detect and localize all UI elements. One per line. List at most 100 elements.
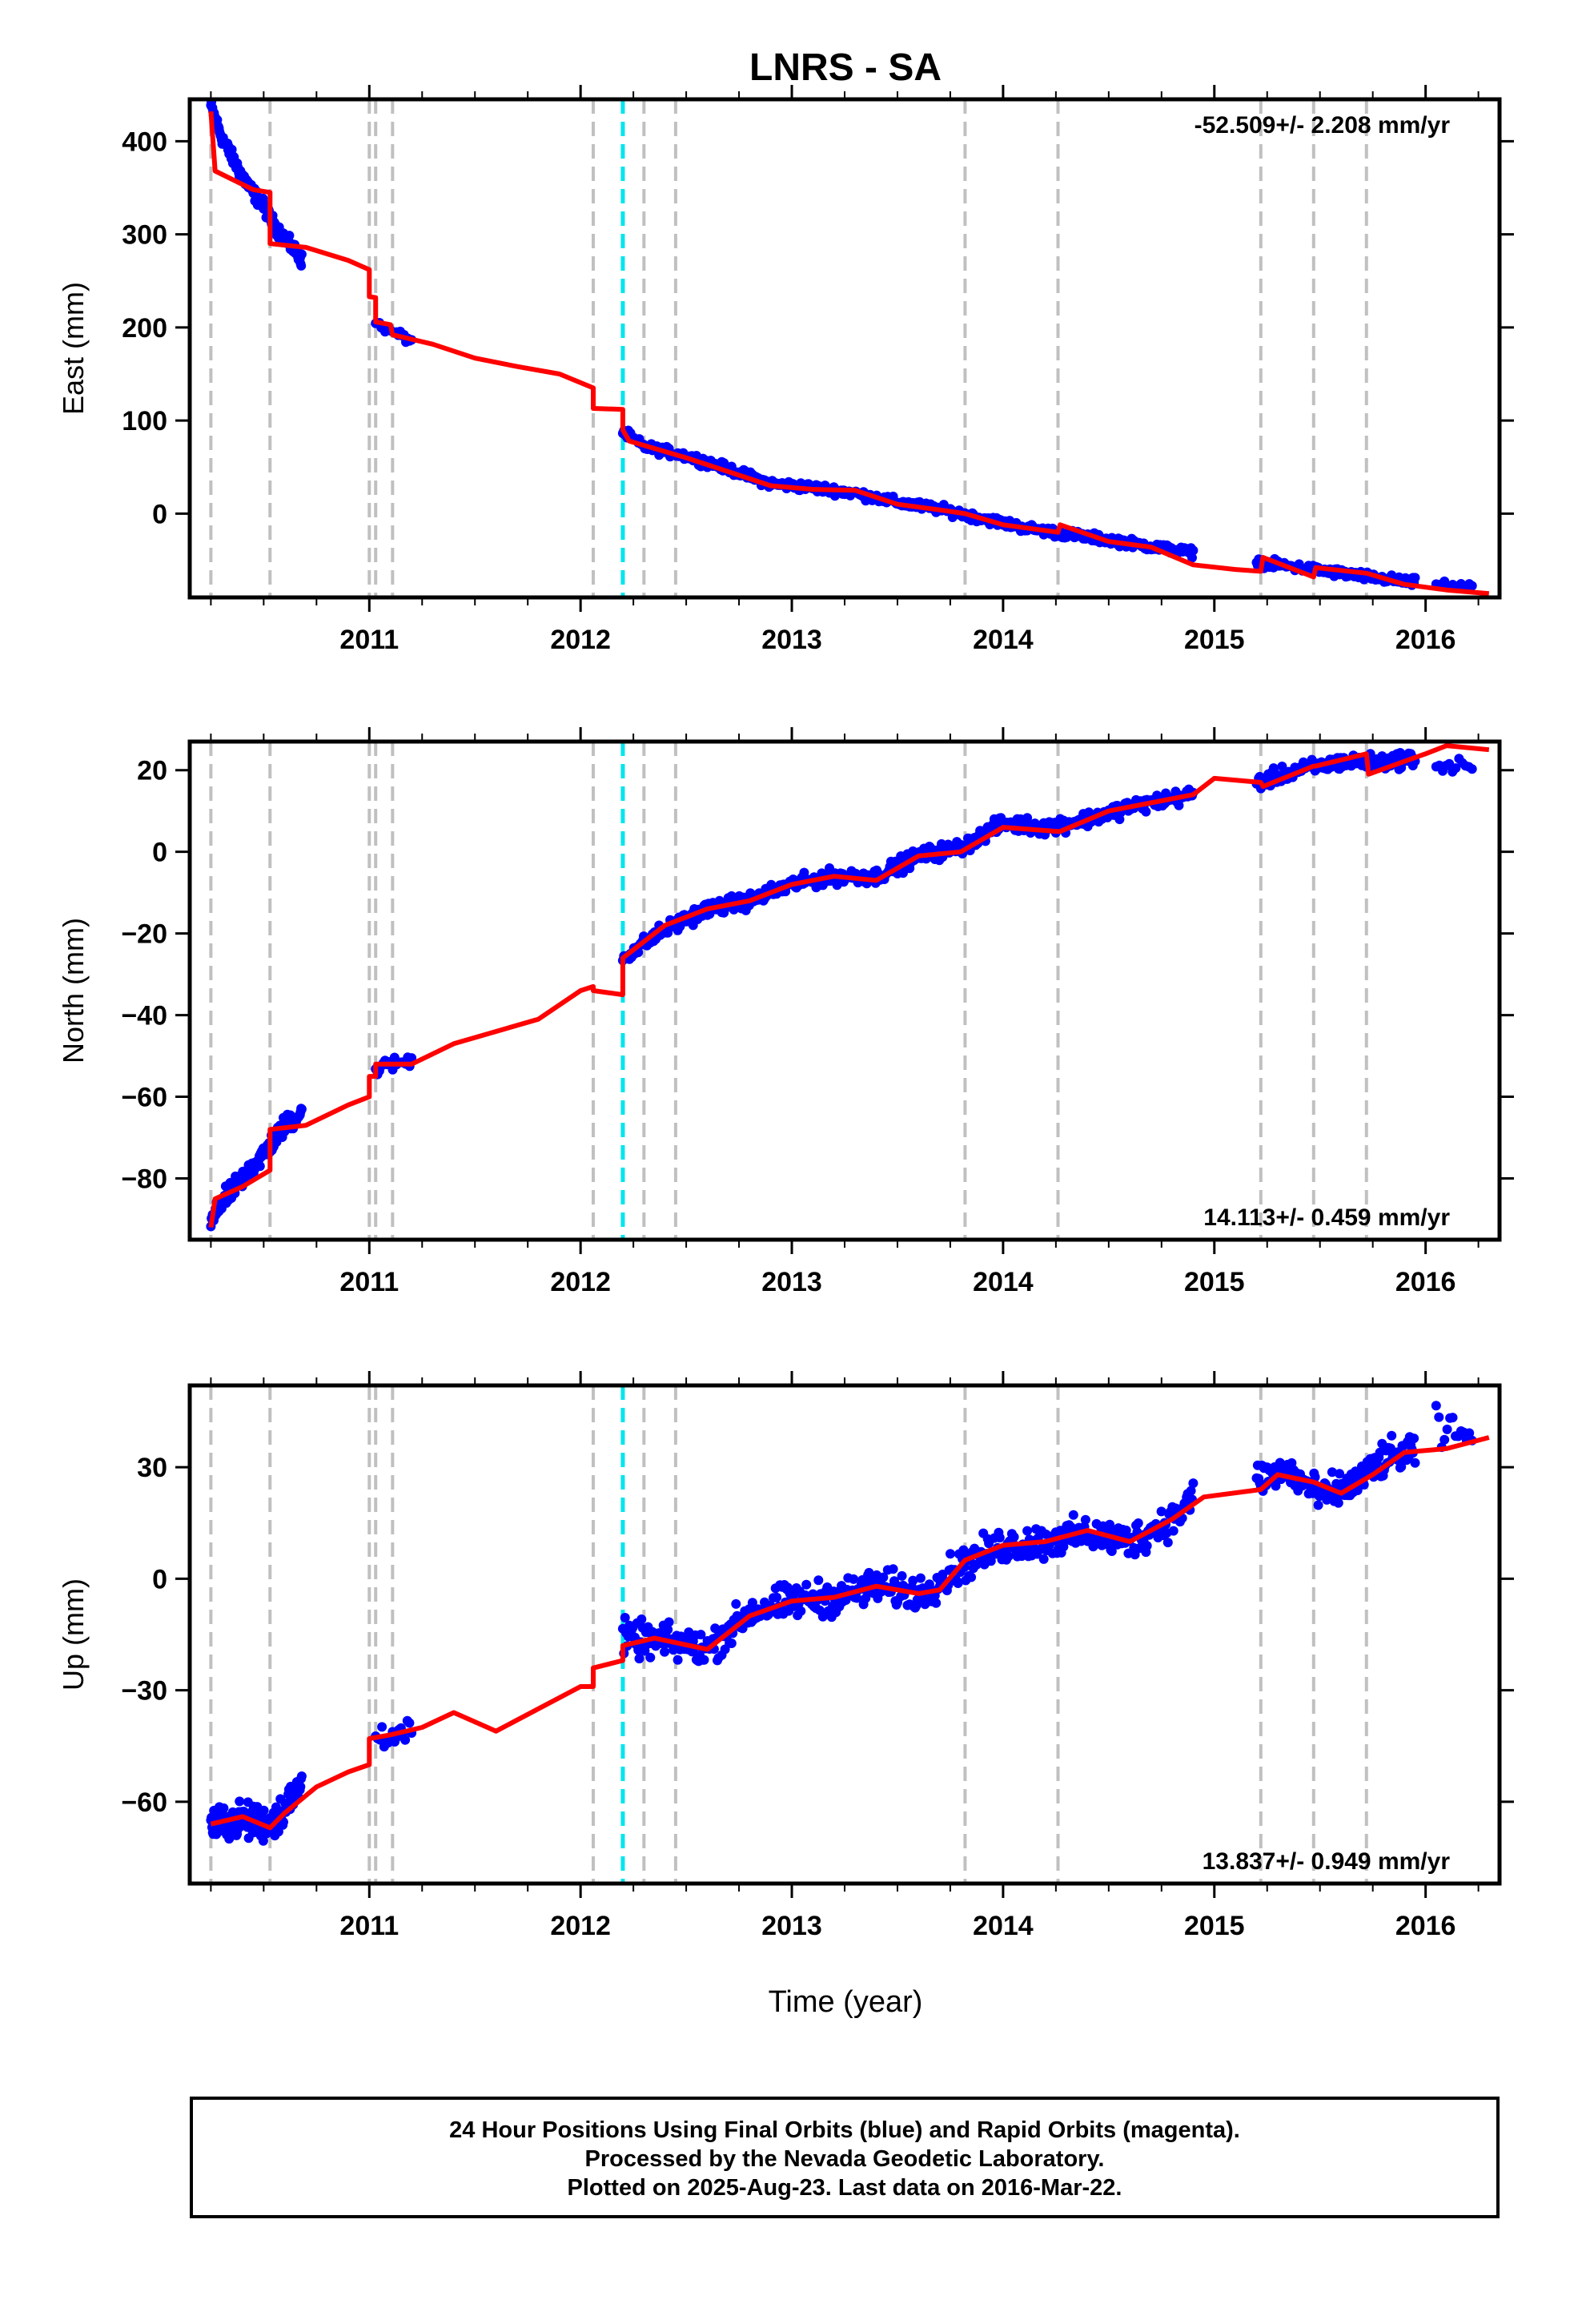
y-tick-label: 0 <box>152 499 167 529</box>
data-point <box>1188 545 1199 556</box>
data-point <box>849 1574 859 1584</box>
axes-frame <box>187 739 1502 1242</box>
y-tick-label: 300 <box>122 220 167 251</box>
y-tick-label: −80 <box>121 1164 167 1195</box>
data-point <box>1327 1467 1337 1478</box>
data-point <box>1133 1518 1143 1528</box>
data-point <box>1156 1506 1166 1517</box>
data-point <box>1003 1551 1014 1562</box>
y-tick-label: 200 <box>122 313 167 344</box>
data-point <box>377 1722 387 1732</box>
data-point <box>966 1572 977 1582</box>
data-point <box>1271 1481 1281 1491</box>
data-point <box>994 1533 1005 1543</box>
data-point <box>1387 1430 1397 1441</box>
data-point <box>1022 1526 1033 1536</box>
data-point <box>731 1598 741 1609</box>
data-point <box>296 1104 307 1114</box>
data-point <box>404 1718 415 1728</box>
data-point <box>1439 1434 1450 1445</box>
data-point <box>1431 1401 1441 1411</box>
data-point <box>799 867 809 878</box>
data-point <box>1121 1526 1131 1535</box>
data-point <box>841 1595 851 1605</box>
x-tick-label: 2012 <box>550 1267 611 1297</box>
data-point <box>953 1578 963 1588</box>
data-point <box>1022 813 1033 823</box>
data-point <box>852 1593 862 1603</box>
data-point <box>258 1835 268 1846</box>
data-point <box>915 1573 926 1583</box>
velocity-annotation: 14.113+/- 0.459 mm/yr <box>1203 1204 1450 1231</box>
y-tick-label: 30 <box>137 1453 167 1483</box>
caption-box: 24 Hour Positions Using Final Orbits (bl… <box>190 2097 1500 2218</box>
data-point <box>908 1575 918 1586</box>
x-tick-label: 2014 <box>973 1267 1034 1297</box>
data-point <box>1162 1538 1173 1548</box>
y-axis-label: North (mm) <box>57 918 90 1063</box>
data-point <box>1058 1542 1069 1552</box>
data-point <box>813 1575 824 1586</box>
axes-frame <box>187 97 1502 600</box>
y-tick-label: 100 <box>122 406 167 436</box>
data-point <box>1467 581 1477 591</box>
plot-area <box>206 742 1490 1240</box>
data-point <box>1168 1526 1178 1536</box>
caption-line-1: 24 Hour Positions Using Final Orbits (bl… <box>449 2117 1240 2143</box>
data-point <box>801 1579 812 1590</box>
x-tick-label: 2015 <box>1184 1267 1245 1297</box>
data-point <box>1066 1522 1076 1533</box>
y-tick-label: −60 <box>121 1083 167 1113</box>
plot-area <box>206 1385 1490 1884</box>
y-tick-label: −40 <box>121 1001 167 1031</box>
data-point <box>931 1598 942 1608</box>
data-point <box>259 1805 269 1815</box>
data-points <box>206 748 1477 1232</box>
data-point <box>663 1625 673 1634</box>
x-tick-label: 2012 <box>550 1911 611 1941</box>
data-point <box>296 260 307 271</box>
data-point <box>699 1655 709 1665</box>
data-point <box>1141 806 1151 817</box>
x-tick-label: 2015 <box>1184 625 1245 655</box>
data-point <box>1396 1462 1407 1472</box>
data-point <box>1447 1413 1458 1423</box>
velocity-annotation: 13.837+/- 0.949 mm/yr <box>1203 1848 1451 1875</box>
plot-area <box>206 99 1490 597</box>
y-tick-label: 400 <box>122 127 167 157</box>
data-point <box>897 1570 907 1581</box>
data-point <box>726 891 737 901</box>
panel-east: 2011 2012 2013 2014 2015 2016 0 100 200 300 400 Eas… <box>57 85 1514 655</box>
model-fit-line <box>208 743 1490 1228</box>
caption-line-3: Plotted on 2025-Aug-23. Last data on 201… <box>567 2175 1122 2201</box>
caption-line-2: Processed by the Nevada Geodetic Laborat… <box>584 2146 1105 2172</box>
x-tick-label: 2016 <box>1395 1267 1456 1297</box>
y-axis-label: East (mm) <box>57 282 90 415</box>
data-point <box>946 1549 955 1559</box>
data-point <box>636 1614 647 1624</box>
data-point <box>796 1606 806 1616</box>
data-point <box>772 1592 782 1602</box>
x-tick-label: 2011 <box>339 1267 399 1297</box>
data-point <box>634 1654 644 1664</box>
data-point <box>1188 1478 1199 1489</box>
x-tick-label: 2012 <box>550 625 611 655</box>
data-point <box>1467 764 1477 774</box>
x-tick-label: 2013 <box>761 1267 822 1297</box>
data-point <box>888 1564 898 1574</box>
data-point <box>1277 762 1287 771</box>
data-point <box>1409 1433 1419 1444</box>
panel-up: 2011 2012 2013 2014 2015 2016 −60 −30 0 30 Up (mm)… <box>57 1371 1514 1941</box>
data-point <box>864 1567 874 1578</box>
data-point <box>696 1630 706 1640</box>
data-point <box>664 1617 674 1627</box>
x-tick-label: 2014 <box>973 1911 1034 1941</box>
y-tick-label: 0 <box>152 1564 167 1594</box>
x-axis-label: Time (year) <box>769 1985 923 2019</box>
data-point <box>1335 1469 1345 1479</box>
data-points <box>206 99 1477 593</box>
data-point <box>1142 1541 1152 1551</box>
data-point <box>1080 1514 1090 1525</box>
data-point <box>296 1771 307 1781</box>
